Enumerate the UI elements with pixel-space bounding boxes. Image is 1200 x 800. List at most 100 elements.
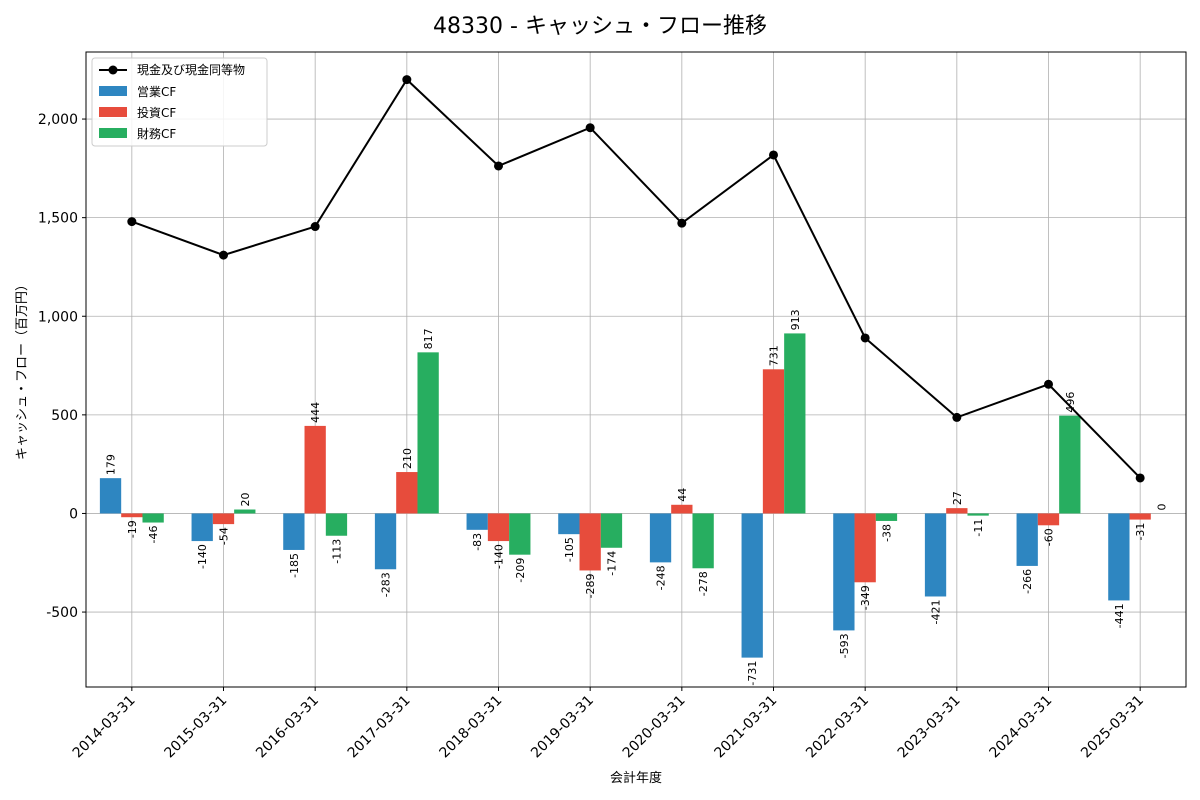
legend-label-investing: 投資CF [137, 105, 176, 120]
cash-line-point [127, 217, 137, 227]
bar-operating-cf [833, 513, 855, 631]
y-tick-label: 500 [51, 408, 78, 424]
x-tick-label: 2025-03-31 [1078, 693, 1147, 762]
bar-financing-cf [142, 513, 164, 523]
legend-label-financing: 財務CF [137, 126, 176, 141]
data-label-investing-cf: 731 [768, 345, 781, 366]
data-label-operating-cf: 179 [105, 454, 118, 475]
bar-operating-cf [649, 513, 672, 563]
bar-financing-cf [417, 352, 439, 514]
bar-investing-cf [396, 472, 418, 514]
data-label-operating-cf: -266 [1021, 569, 1034, 594]
data-label-financing-cf: -113 [330, 539, 343, 564]
bars [99, 333, 1173, 658]
bar-operating-cf [466, 513, 488, 530]
x-tick-label: 2019-03-31 [528, 693, 597, 762]
x-tick-label: 2016-03-31 [253, 693, 322, 762]
bar-investing-cf [579, 513, 601, 571]
legend-label-operating: 営業CF [137, 85, 176, 99]
x-tick-label: 2024-03-31 [986, 693, 1055, 762]
bar-operating-cf [924, 513, 947, 597]
cash-line-point [1044, 379, 1053, 389]
data-label-investing-cf: -19 [126, 520, 139, 538]
cash-line-path [131, 78, 1141, 479]
bar-financing-cf [967, 513, 989, 516]
bar-operating-cf [1016, 513, 1038, 566]
data-label-financing-cf: 913 [789, 309, 802, 330]
bar-operating-cf [99, 478, 122, 514]
data-label-operating-cf: -83 [471, 533, 484, 551]
bar-investing-cf [212, 513, 235, 525]
bar-financing-cf [234, 509, 256, 514]
y-tick-label: 1,000 [38, 309, 78, 325]
bar-financing-cf [509, 513, 531, 555]
y-tick-label: 0 [69, 506, 78, 522]
bar-investing-cf [1129, 513, 1151, 520]
data-label-investing-cf: 27 [951, 491, 964, 505]
bar-financing-cf [784, 333, 806, 514]
bar-investing-cf [121, 513, 143, 518]
data-label-financing-cf: -174 [605, 551, 618, 576]
data-label-operating-cf: -283 [380, 572, 393, 597]
data-label-operating-cf: -593 [838, 633, 851, 658]
x-tick-label: 2014-03-31 [70, 693, 139, 762]
bar-operating-cf [374, 513, 397, 570]
plot-area [85, 51, 1187, 688]
bar-financing-cf [600, 513, 623, 548]
data-label-investing-cf: 44 [676, 488, 689, 502]
legend-line-marker [108, 65, 118, 75]
data-label-investing-cf: -349 [859, 585, 872, 610]
data-label-financing-cf: 496 [1064, 392, 1077, 413]
cash-line-point [310, 222, 320, 232]
bar-investing-cf [762, 369, 785, 514]
cash-line-point [402, 75, 412, 85]
data-label-investing-cf: 210 [401, 448, 414, 469]
data-label-investing-cf: -140 [493, 544, 506, 569]
bar-operating-cf [741, 513, 763, 658]
y-tick-label: -500 [46, 605, 78, 621]
cash-line-point [494, 161, 503, 171]
data-label-investing-cf: -289 [584, 573, 597, 598]
data-labels: 179 -140 -185 -283 -83 -105 -248 -731 -593 -421 -2… [105, 309, 1169, 685]
data-label-investing-cf: -60 [1043, 528, 1056, 546]
data-label-investing-cf: 444 [309, 402, 322, 423]
bar-investing-cf [487, 513, 510, 542]
data-label-operating-cf: -105 [563, 537, 576, 562]
bar-financing-cf [325, 513, 348, 536]
x-tick-label: 2018-03-31 [436, 693, 505, 762]
bar-investing-cf [1037, 513, 1060, 526]
cash-line-point [860, 333, 870, 343]
x-tick-label: 2023-03-31 [895, 693, 964, 762]
data-label-financing-cf: -278 [697, 571, 710, 596]
legend-swatch-operating [99, 86, 127, 96]
bar-financing-cf [875, 513, 898, 521]
data-label-financing-cf: -209 [514, 558, 527, 583]
cash-line-point [1135, 473, 1145, 483]
data-label-investing-cf: -54 [218, 527, 231, 545]
bar-operating-cf [283, 513, 305, 550]
cash-line-point [219, 250, 228, 260]
data-label-investing-cf: -31 [1134, 523, 1147, 541]
cash-line [127, 75, 1145, 483]
y-axis-label: キャッシュ・フロー（百万円） [15, 278, 30, 460]
legend-swatch-investing [99, 107, 127, 117]
cash-line-point [585, 123, 595, 133]
data-label-operating-cf: -140 [196, 544, 209, 569]
x-tick-label: 2017-03-31 [345, 693, 414, 762]
legend-label-cash: 現金及び現金同等物 [137, 62, 245, 77]
y-tick-label: 1,500 [38, 211, 78, 227]
x-axis-label: 会計年度 [610, 770, 662, 786]
data-label-financing-cf: -38 [880, 524, 893, 542]
data-label-operating-cf: -421 [930, 599, 943, 624]
bar-operating-cf [558, 513, 580, 535]
data-label-financing-cf: 20 [239, 493, 252, 507]
bar-investing-cf [671, 504, 693, 514]
legend: 現金及び現金同等物 営業CF 投資CF 財務CF [91, 57, 268, 147]
bar-operating-cf [1108, 513, 1130, 601]
data-label-financing-cf: 0 [1155, 503, 1168, 510]
x-tick-label: 2022-03-31 [803, 693, 872, 762]
x-tick-label: 2020-03-31 [620, 693, 689, 762]
data-label-operating-cf: -441 [1113, 603, 1126, 628]
data-label-operating-cf: -731 [746, 661, 759, 686]
